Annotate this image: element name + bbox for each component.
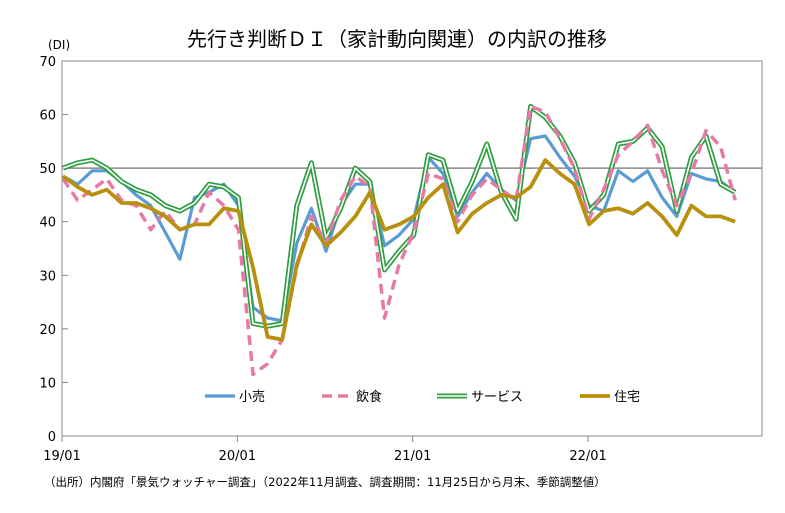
series-line-4 — [61, 158, 736, 342]
legend-label: 住宅 — [614, 390, 640, 405]
chart-title: 先行き判断ＤＩ（家計動向関連）の内訳の推移 — [187, 27, 607, 51]
y-tick-label: 20 — [39, 323, 56, 338]
y-tick-label: 0 — [48, 430, 56, 445]
x-axis: 19/01 20/01 21/01 22/01 — [43, 436, 607, 464]
x-tick-label: 22/01 — [569, 449, 606, 464]
y-tick-label: 50 — [39, 162, 56, 177]
legend-label: 小売 — [239, 389, 265, 405]
y-axis: 0 10 20 30 40 50 60 70 — [39, 55, 68, 445]
y-tick-label: 30 — [39, 269, 56, 284]
y-tick-label: 10 — [39, 376, 56, 391]
x-tick-label: 20/01 — [219, 449, 256, 464]
series-layer — [61, 104, 737, 377]
plot-area-border — [61, 60, 763, 437]
y-tick-label: 60 — [39, 109, 56, 124]
legend-label: サービス — [471, 390, 523, 405]
series-line-2 — [61, 104, 737, 377]
y-axis-unit: (DI) — [48, 38, 70, 52]
x-tick-label: 21/01 — [394, 449, 431, 464]
y-tick-label: 40 — [39, 216, 56, 231]
legend: 小売 飲食 サービス 住宅 — [205, 389, 640, 405]
y-tick-label: 70 — [39, 55, 56, 70]
x-tick-label: 19/01 — [43, 449, 80, 464]
legend-label: 飲食 — [356, 389, 382, 405]
series-line-3-inner — [62, 105, 736, 328]
series-line-1 — [62, 134, 737, 323]
source-note: （出所）内閣府「景気ウォッチャー調査」（2022年11月調査、調査期間：11月2… — [44, 475, 606, 489]
